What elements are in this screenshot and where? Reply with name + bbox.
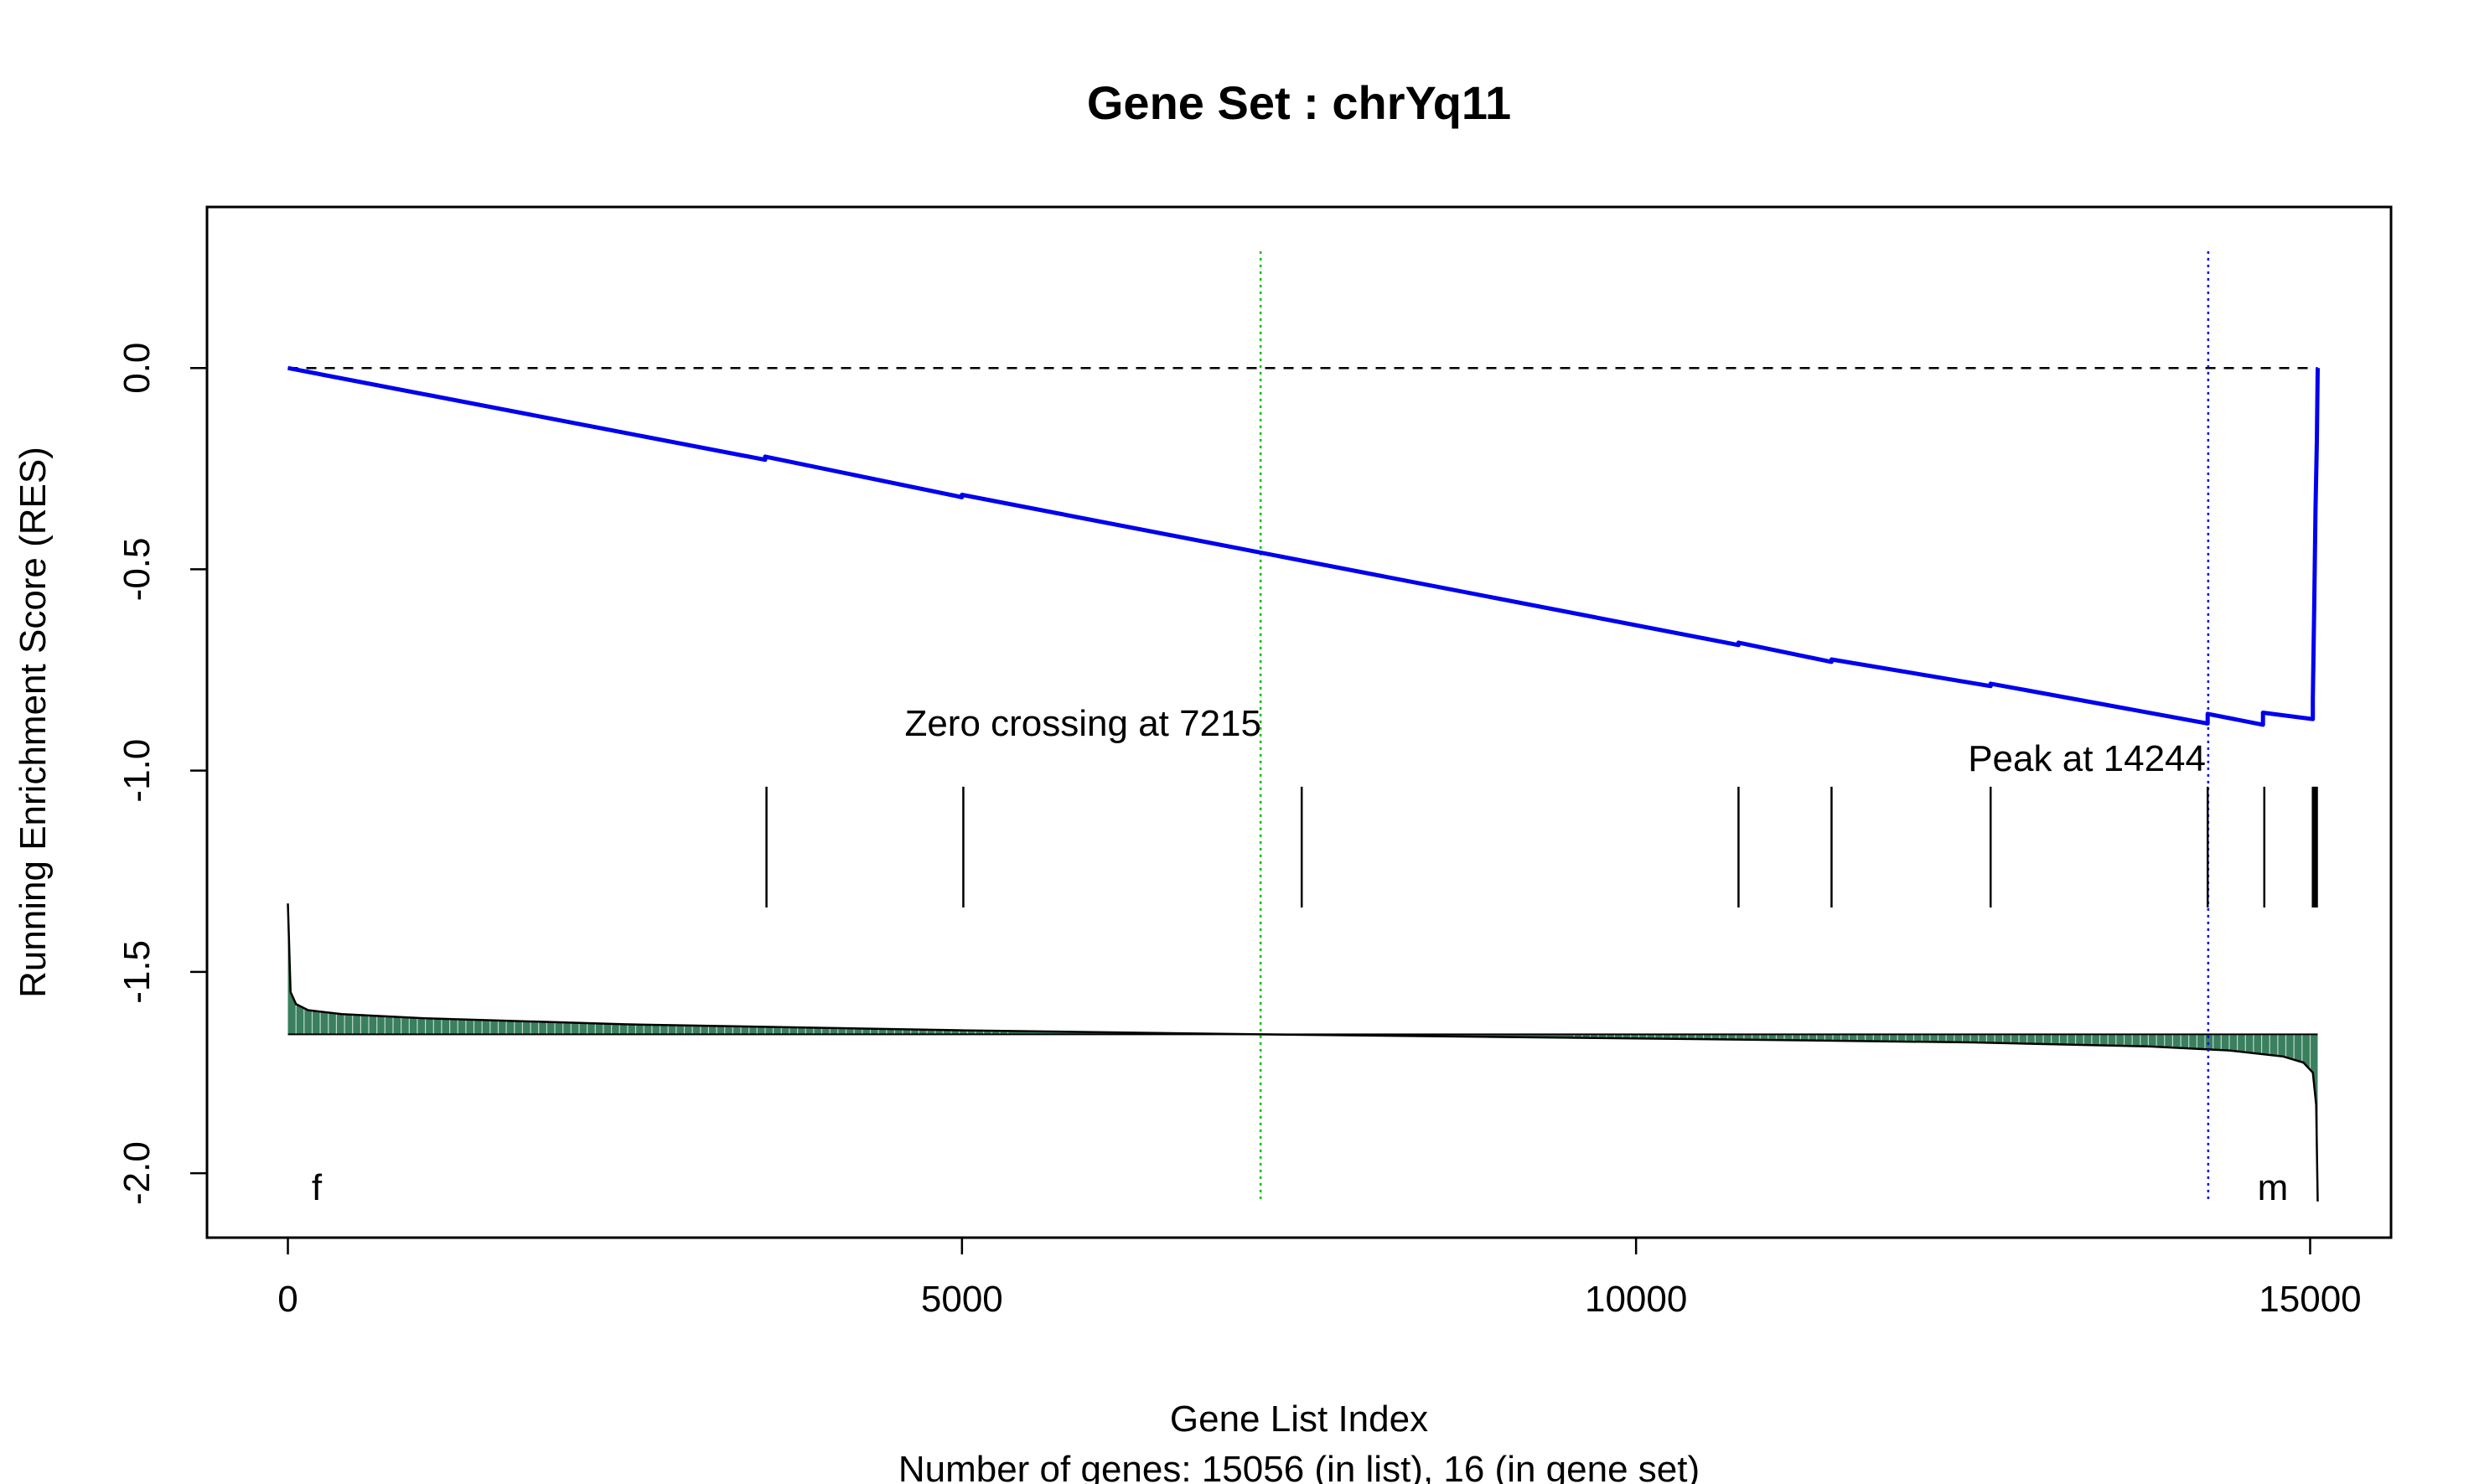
y-tick-label: -2.0 <box>116 1141 158 1205</box>
x-axis: 0 5000 10000 15000 <box>277 1236 2362 1320</box>
plot-frame <box>205 205 2393 1239</box>
y-axis: 0.0 -0.5 -1.0 -1.5 -2.0 <box>116 343 209 1205</box>
phenotype-label-right: m <box>2258 1167 2289 1208</box>
y-tick-label: -1.5 <box>116 940 158 1004</box>
x-tick-label: 5000 <box>921 1279 1003 1320</box>
y-axis-label: Running Enrichment Score (RES) <box>13 447 54 998</box>
x-tick-label: 15000 <box>2259 1279 2361 1320</box>
y-tick-label: -0.5 <box>116 538 158 602</box>
peak-label: Peak at 14244 <box>1968 738 2206 779</box>
plot-area <box>287 251 2320 1202</box>
phenotype-label-left: f <box>312 1167 323 1208</box>
x-tick-label: 0 <box>277 1279 298 1320</box>
chart-title: Gene Set : chrYq11 <box>1087 76 1511 129</box>
x-axis-subtitle: Number of genes: 15056 (in list), 16 (in… <box>898 1449 1700 1484</box>
x-axis-label: Gene List Index <box>1170 1399 1428 1440</box>
y-tick-label: -1.0 <box>116 739 158 803</box>
y-tick-label: 0.0 <box>116 343 158 394</box>
ranked-metric-fill <box>287 903 2318 1202</box>
x-tick-label: 10000 <box>1585 1279 1687 1320</box>
ranked-metric-hatching <box>295 1004 2311 1070</box>
res-line <box>287 365 2320 727</box>
zero-crossing-label: Zero crossing at 7215 <box>904 703 1261 744</box>
ranked-metric-curve <box>287 903 2319 1202</box>
